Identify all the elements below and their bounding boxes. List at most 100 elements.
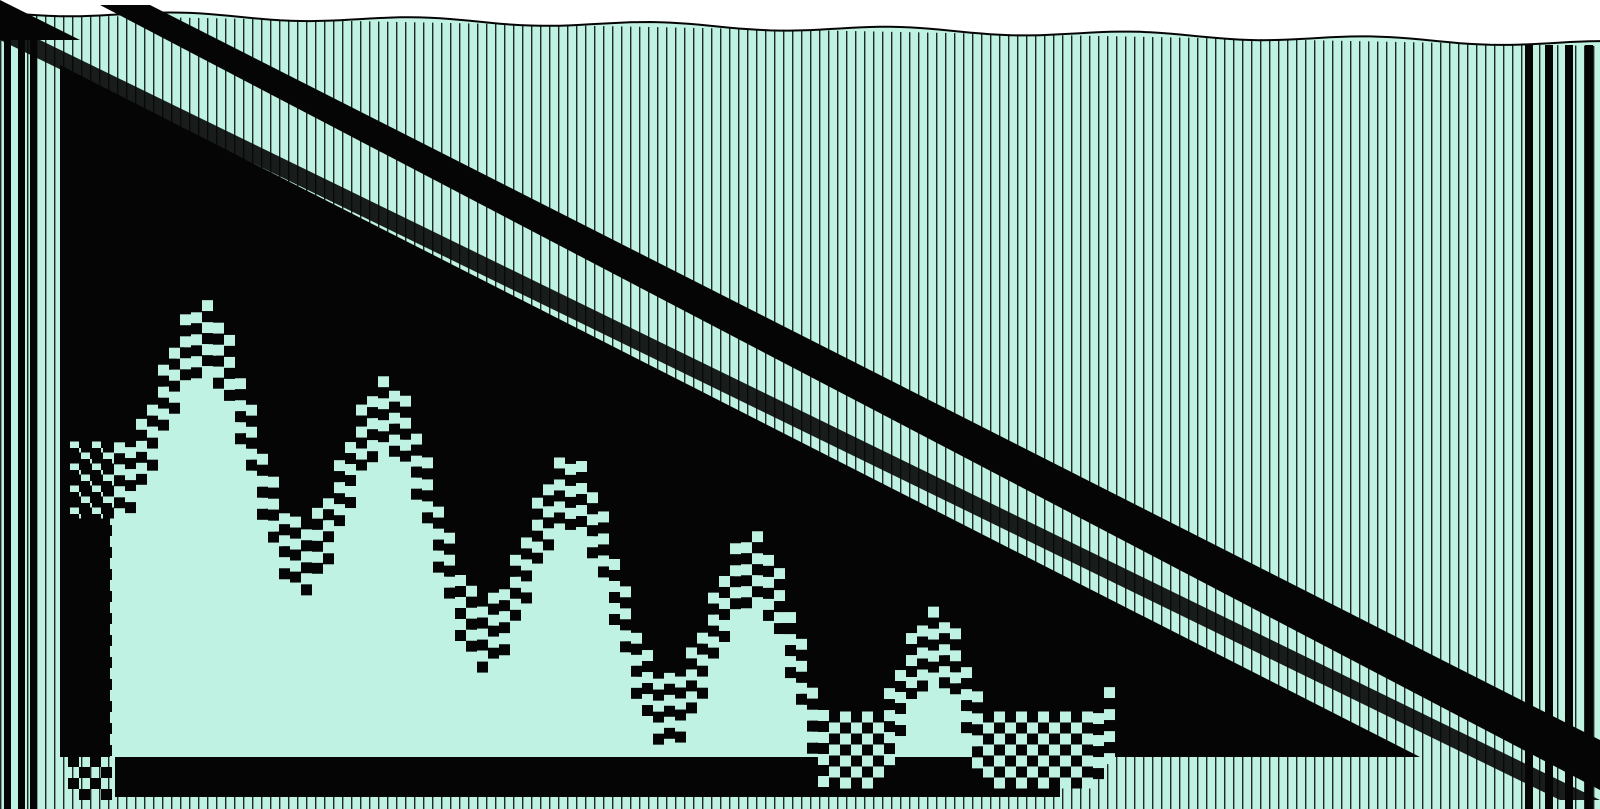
checker-cell [101, 503, 112, 514]
checker-cell [466, 596, 477, 608]
checker-cell [741, 531, 752, 543]
checker-cell [125, 436, 136, 448]
checker-cell [994, 766, 1005, 778]
checker-cell [1016, 733, 1027, 745]
checker-cell [125, 502, 136, 514]
checker-cell [101, 789, 112, 800]
checker-cell [1071, 722, 1082, 734]
checker-cell [101, 701, 112, 712]
thin-stripe [1071, 35, 1073, 809]
thin-stripe [837, 30, 839, 809]
checker-cell [90, 448, 101, 459]
edge-stripes [4, 40, 1593, 809]
checker-cell [488, 658, 499, 670]
checker-cell [334, 526, 345, 538]
checker-cell [598, 544, 609, 556]
checker-cell [906, 644, 917, 656]
checker-cell [301, 551, 312, 563]
checker-cell [785, 667, 796, 679]
checker-cell [510, 565, 521, 577]
checker-cell [983, 777, 994, 789]
checker-cell [895, 725, 906, 737]
checker-cell [92, 463, 103, 475]
checker-cell [235, 378, 246, 390]
checker-cell [653, 733, 664, 745]
checker-cell [730, 554, 741, 566]
checker-cell [774, 568, 785, 580]
checker-cell [895, 714, 906, 726]
checker-cell [851, 722, 862, 734]
checker-cell [235, 400, 246, 412]
checker-cell [928, 628, 939, 640]
checker-cell [697, 665, 708, 677]
checker-cell [101, 591, 112, 602]
checker-cell [818, 775, 829, 787]
checker-cell [312, 540, 323, 552]
checker-cell [939, 633, 950, 645]
checker-cell [939, 622, 950, 634]
checker-cell [213, 377, 224, 389]
checker-cell [1049, 733, 1060, 745]
checker-cell [521, 592, 532, 604]
thin-stripe [1359, 41, 1361, 809]
checker-cell [972, 757, 983, 769]
checker-cell [675, 698, 686, 710]
checker-cell [191, 356, 202, 368]
thin-stripe [1485, 43, 1487, 809]
checker-cell [1027, 766, 1038, 778]
checker-cell [730, 576, 741, 588]
checker-cell [543, 484, 554, 496]
checker-cell [213, 333, 224, 345]
checker-cell [785, 645, 796, 657]
checker-cell [1071, 711, 1082, 723]
thin-stripe [999, 33, 1001, 809]
checker-cell [1060, 711, 1071, 723]
checker-cell [543, 506, 554, 518]
checker-cell [136, 440, 147, 452]
checker-cell [334, 504, 345, 516]
checker-cell [301, 518, 312, 530]
thin-stripe [1125, 36, 1127, 809]
checker-cell [719, 608, 730, 620]
checker-cell [576, 461, 587, 473]
checker-cell [697, 687, 708, 699]
checker-cell [543, 495, 554, 507]
checker-cell [1016, 744, 1027, 756]
checker-cell [68, 712, 79, 723]
checker-cell [191, 367, 202, 379]
checker-cell [466, 618, 477, 630]
checker-cell [268, 498, 279, 510]
checker-cell [774, 623, 785, 635]
checker-cell [257, 497, 268, 509]
checker-cell [422, 468, 433, 480]
checker-cell [279, 535, 290, 547]
checker-cell [763, 565, 774, 577]
checker-cell [334, 460, 345, 472]
checker-cell [378, 376, 389, 388]
thin-stripe [828, 30, 830, 809]
checker-cell [466, 640, 477, 652]
checker-cell [774, 601, 785, 613]
checker-cell [796, 660, 807, 672]
checker-cell [345, 486, 356, 498]
checker-cell [411, 422, 422, 434]
checker-cell [68, 558, 79, 569]
checker-cell [312, 573, 323, 585]
thin-stripe [1098, 35, 1100, 809]
checker-cell [202, 333, 213, 345]
checker-cell [873, 722, 884, 734]
checker-cell [631, 643, 642, 655]
checker-cell [68, 360, 79, 371]
checker-cell [477, 628, 488, 640]
checker-cell [708, 592, 719, 604]
checker-cell [345, 475, 356, 487]
checker-cell [147, 426, 158, 438]
checker-cell [101, 767, 112, 778]
thin-stripe [54, 15, 56, 809]
checker-cell [79, 723, 90, 734]
checker-cell [840, 766, 851, 778]
checker-cell [763, 587, 774, 599]
checker-cell [851, 766, 862, 778]
checker-cell [1027, 755, 1038, 767]
